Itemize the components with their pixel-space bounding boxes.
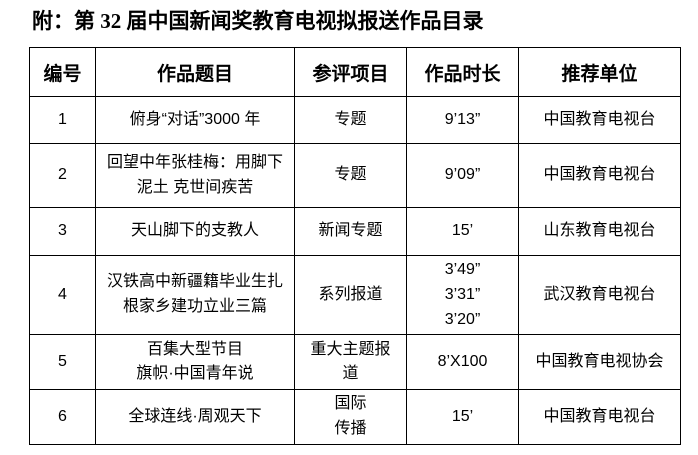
cell-recommending-unit: 中国教育电视台 xyxy=(518,96,681,144)
cell-entry-category: 重大主题报 道 xyxy=(294,334,407,391)
cell-duration: 3’49” 3’31” 3’20” xyxy=(406,254,519,336)
cell-number: 4 xyxy=(29,254,96,336)
page-title: 附：第 32 届中国新闻奖教育电视拟报送作品目录 xyxy=(32,9,484,33)
table-row: 1 俯身“对话”3000 年 专题 9’13” 中国教育电视台 xyxy=(29,96,681,144)
cell-entry-category: 专题 xyxy=(294,143,407,208)
header-recommending-unit: 推荐单位 xyxy=(518,47,681,97)
table-row: 3 天山脚下的支教人 新闻专题 15’ 山东教育电视台 xyxy=(29,207,681,256)
cell-number: 2 xyxy=(29,143,96,208)
table-header-row: 编号 作品题目 参评项目 作品时长 推荐单位 xyxy=(29,47,681,97)
cell-duration: 9’09” xyxy=(406,143,519,208)
cell-recommending-unit: 山东教育电视台 xyxy=(518,207,681,256)
cell-recommending-unit: 武汉教育电视台 xyxy=(518,254,681,336)
cell-recommending-unit: 中国教育电视协会 xyxy=(518,334,681,391)
cell-work-title: 汉铁高中新疆籍毕业生扎 根家乡建功立业三篇 xyxy=(95,254,295,336)
cell-entry-category: 新闻专题 xyxy=(294,207,407,256)
cell-work-title: 回望中年张桂梅：用脚下 泥土 克世间疾苦 xyxy=(95,143,295,208)
cell-work-title: 俯身“对话”3000 年 xyxy=(95,96,295,144)
cell-recommending-unit: 中国教育电视台 xyxy=(518,143,681,208)
cell-recommending-unit: 中国教育电视台 xyxy=(518,389,681,445)
cell-number: 6 xyxy=(29,389,96,445)
cell-entry-category: 系列报道 xyxy=(294,254,407,336)
table-row: 4 汉铁高中新疆籍毕业生扎 根家乡建功立业三篇 系列报道 3’49” 3’31”… xyxy=(29,254,681,336)
cell-duration: 15’ xyxy=(406,389,519,445)
cell-work-title: 天山脚下的支教人 xyxy=(95,207,295,256)
table-row: 5 百集大型节目 旗帜·中国青年说 重大主题报 道 8’X100 中国教育电视协… xyxy=(29,334,681,391)
cell-number: 3 xyxy=(29,207,96,256)
header-work-title: 作品题目 xyxy=(95,47,295,97)
cell-duration: 9’13” xyxy=(406,96,519,144)
works-table: 编号 作品题目 参评项目 作品时长 推荐单位 1 俯身“对话”3000 年 专题… xyxy=(29,47,681,445)
header-duration: 作品时长 xyxy=(406,47,519,97)
header-entry-category: 参评项目 xyxy=(294,47,407,97)
table-row: 2 回望中年张桂梅：用脚下 泥土 克世间疾苦 专题 9’09” 中国教育电视台 xyxy=(29,143,681,208)
header-number: 编号 xyxy=(29,47,96,97)
cell-work-title: 百集大型节目 旗帜·中国青年说 xyxy=(95,334,295,391)
cell-entry-category: 专题 xyxy=(294,96,407,144)
cell-number: 1 xyxy=(29,96,96,144)
cell-work-title: 全球连线·周观天下 xyxy=(95,389,295,445)
cell-entry-category: 国际 传播 xyxy=(294,389,407,445)
cell-duration: 15’ xyxy=(406,207,519,256)
cell-duration: 8’X100 xyxy=(406,334,519,391)
table-row: 6 全球连线·周观天下 国际 传播 15’ 中国教育电视台 xyxy=(29,389,681,445)
cell-number: 5 xyxy=(29,334,96,391)
